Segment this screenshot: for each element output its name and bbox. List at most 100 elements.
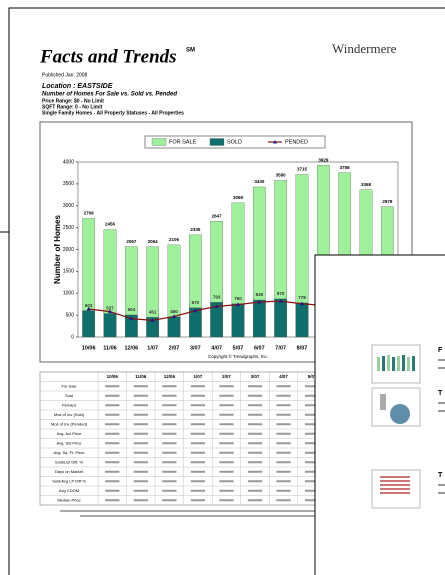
row-label: Avg. Act Price <box>57 431 83 436</box>
cell-text <box>276 404 291 407</box>
row-label: Days on Market <box>55 469 84 474</box>
x-tick-label: 3/07 <box>190 345 201 351</box>
cell-text <box>190 480 206 483</box>
cell-text <box>219 499 234 502</box>
cell-text <box>190 470 206 473</box>
cell-text <box>247 413 263 416</box>
bar <box>274 298 288 338</box>
row-label: For Sale <box>61 383 77 388</box>
cell-text <box>247 461 263 464</box>
cell-text <box>219 480 234 483</box>
column-header: 2/07 <box>222 374 231 379</box>
cell-text <box>190 442 206 445</box>
marker <box>129 316 134 321</box>
thumb-row <box>380 488 410 490</box>
thumb-row <box>380 480 410 482</box>
row-label: Mos of Inv (Sold) <box>54 412 85 417</box>
cell-text <box>190 451 206 454</box>
cell-text <box>304 385 320 388</box>
cell-text <box>162 451 177 454</box>
cell-text <box>219 432 234 435</box>
cell-text <box>247 480 263 483</box>
cell-text <box>133 442 148 445</box>
row-label: Pended <box>62 402 76 407</box>
item-text <box>438 367 445 369</box>
x-tick-label: 1/07 <box>147 345 158 351</box>
cell-text <box>133 451 148 454</box>
data-label: 460 <box>170 309 178 314</box>
cell-text <box>304 461 320 464</box>
bar <box>252 299 266 338</box>
cell-text <box>190 394 206 397</box>
cell-text <box>219 461 234 464</box>
cell-text <box>133 404 148 407</box>
data-label: 2709 <box>84 211 95 216</box>
thumb-row <box>380 476 410 478</box>
data-label: 760 <box>234 296 242 301</box>
item-text <box>438 410 445 412</box>
cell-text <box>276 423 291 426</box>
cell-text <box>162 385 177 388</box>
cell-text <box>133 489 148 492</box>
cell-text <box>247 394 263 397</box>
marker <box>278 298 283 303</box>
cell-text <box>105 461 120 464</box>
marker <box>257 299 262 304</box>
item-text <box>438 484 445 486</box>
cell-text <box>190 432 206 435</box>
footnote-text <box>80 515 370 517</box>
data-label: 2067 <box>126 239 137 244</box>
published: Published Jan. 2008 <box>42 72 88 78</box>
cell-text <box>133 432 148 435</box>
x-tick-label: 11/06 <box>103 345 116 351</box>
data-label: 504 <box>128 307 136 312</box>
cell-text <box>276 470 291 473</box>
cell-text <box>247 432 263 435</box>
cell-text <box>162 470 177 473</box>
cell-text <box>105 470 120 473</box>
cell-text <box>105 385 120 388</box>
column-header: 10/06 <box>107 374 119 379</box>
data-label: 2106 <box>169 237 180 242</box>
cell-text <box>105 413 120 416</box>
y-tick-label: 1500 <box>63 269 74 275</box>
cell-text <box>219 385 234 388</box>
filter: Single Family Homes - All Property Statu… <box>42 110 184 116</box>
cell-text <box>133 499 148 502</box>
cell-text <box>133 480 148 483</box>
cell-text <box>304 413 320 416</box>
cell-text <box>105 499 120 502</box>
cell-text <box>247 470 263 473</box>
thumb-row <box>380 484 410 486</box>
cell-text <box>247 451 263 454</box>
cell-text <box>133 394 148 397</box>
cell-text <box>219 413 234 416</box>
data-label: 3368 <box>361 182 372 187</box>
data-label: 3758 <box>340 165 351 170</box>
cell-text <box>133 470 148 473</box>
thumb-row <box>380 492 410 494</box>
title: Facts and Trends <box>39 46 177 67</box>
price-range: Price Range: $0 - No Limit <box>42 98 104 104</box>
cell-text <box>162 404 177 407</box>
cell-text <box>219 489 234 492</box>
data-label: 537 <box>106 306 114 311</box>
thumb-bar <box>402 355 405 371</box>
cell-text <box>162 461 177 464</box>
data-label: 778 <box>298 295 306 300</box>
thumb-bar <box>387 355 390 371</box>
cell-text <box>304 432 320 435</box>
cell-text <box>105 489 120 492</box>
row-label: Sold <box>65 393 73 398</box>
row-label: Mos of Inv (Pended) <box>51 421 88 426</box>
logo: Windermere <box>332 41 397 56</box>
bar <box>295 302 309 338</box>
y-tick-label: 1000 <box>63 291 74 297</box>
data-label: 2456 <box>105 222 116 227</box>
cell-text <box>276 489 291 492</box>
cell-text <box>190 461 206 464</box>
x-tick-label: 8/07 <box>297 345 308 351</box>
bar <box>82 310 96 338</box>
data-label: 3430 <box>254 179 265 184</box>
thumb-bar <box>382 356 385 371</box>
